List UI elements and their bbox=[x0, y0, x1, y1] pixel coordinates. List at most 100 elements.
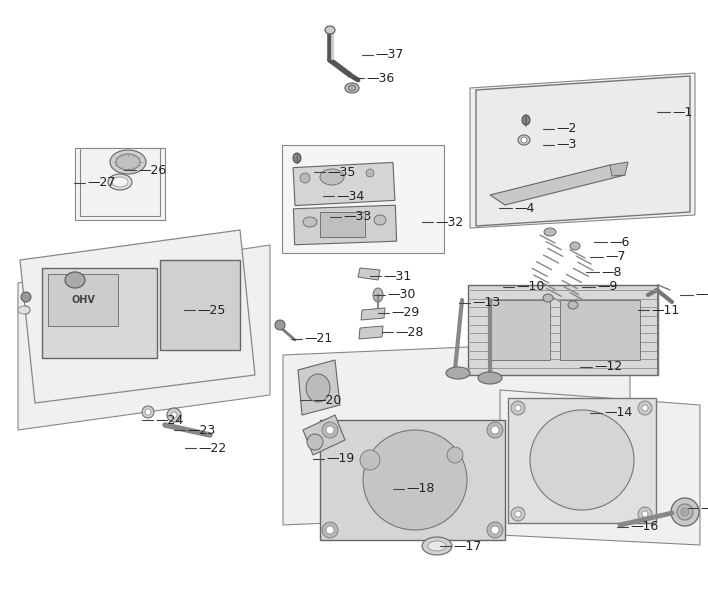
Ellipse shape bbox=[303, 217, 317, 227]
Ellipse shape bbox=[373, 288, 383, 302]
Ellipse shape bbox=[515, 511, 521, 517]
Bar bbox=[508, 398, 656, 523]
Text: —32: —32 bbox=[435, 216, 463, 229]
Ellipse shape bbox=[428, 541, 446, 551]
Ellipse shape bbox=[374, 215, 386, 225]
Bar bbox=[75, 148, 165, 220]
Ellipse shape bbox=[18, 306, 30, 314]
Text: —22: —22 bbox=[198, 441, 227, 454]
Text: —9: —9 bbox=[597, 281, 617, 294]
Polygon shape bbox=[470, 73, 695, 228]
Ellipse shape bbox=[677, 504, 693, 520]
Bar bbox=[48, 274, 118, 326]
Polygon shape bbox=[303, 415, 345, 455]
Bar bbox=[560, 300, 640, 360]
Text: —30: —30 bbox=[387, 289, 416, 302]
Text: —29: —29 bbox=[391, 306, 419, 319]
Text: —11: —11 bbox=[651, 303, 679, 316]
Polygon shape bbox=[490, 165, 625, 205]
Ellipse shape bbox=[363, 430, 467, 530]
Text: —14: —14 bbox=[604, 406, 632, 419]
Polygon shape bbox=[298, 360, 340, 415]
Ellipse shape bbox=[348, 85, 356, 91]
Text: —36: —36 bbox=[366, 72, 394, 85]
Text: —28: —28 bbox=[395, 326, 423, 338]
Ellipse shape bbox=[543, 294, 553, 302]
Ellipse shape bbox=[300, 173, 310, 183]
Ellipse shape bbox=[326, 426, 334, 434]
Ellipse shape bbox=[360, 450, 380, 470]
Ellipse shape bbox=[366, 169, 374, 177]
Ellipse shape bbox=[522, 115, 530, 125]
Ellipse shape bbox=[671, 498, 699, 526]
Ellipse shape bbox=[491, 426, 499, 434]
Text: —6: —6 bbox=[609, 235, 629, 248]
Ellipse shape bbox=[22, 306, 30, 314]
Ellipse shape bbox=[487, 422, 503, 438]
Text: OHV: OHV bbox=[71, 295, 95, 305]
Ellipse shape bbox=[322, 522, 338, 538]
Bar bbox=[468, 285, 658, 375]
Text: —10: —10 bbox=[516, 281, 544, 294]
Polygon shape bbox=[293, 162, 395, 205]
Polygon shape bbox=[358, 268, 380, 280]
Ellipse shape bbox=[487, 522, 503, 538]
Text: —13: —13 bbox=[472, 297, 501, 310]
Polygon shape bbox=[18, 245, 270, 430]
Bar bbox=[490, 300, 550, 360]
Ellipse shape bbox=[65, 272, 85, 288]
Text: —31: —31 bbox=[383, 270, 411, 283]
Text: —19: —19 bbox=[326, 452, 354, 465]
Text: —27: —27 bbox=[87, 177, 115, 189]
Ellipse shape bbox=[116, 154, 140, 170]
Ellipse shape bbox=[544, 228, 556, 236]
Ellipse shape bbox=[515, 405, 521, 411]
Polygon shape bbox=[283, 340, 630, 525]
Ellipse shape bbox=[320, 169, 344, 185]
Polygon shape bbox=[500, 390, 700, 545]
Ellipse shape bbox=[681, 508, 689, 516]
Ellipse shape bbox=[142, 406, 154, 418]
Ellipse shape bbox=[521, 137, 527, 143]
Bar bbox=[80, 148, 160, 216]
Bar bbox=[160, 260, 240, 350]
Ellipse shape bbox=[638, 507, 652, 521]
Ellipse shape bbox=[307, 434, 323, 450]
Ellipse shape bbox=[511, 507, 525, 521]
Text: —3: —3 bbox=[556, 139, 576, 151]
Ellipse shape bbox=[518, 135, 530, 145]
Text: —16: —16 bbox=[630, 520, 658, 533]
Text: —18: —18 bbox=[406, 482, 435, 495]
Polygon shape bbox=[476, 76, 690, 226]
Text: —35: —35 bbox=[327, 166, 355, 178]
Ellipse shape bbox=[145, 409, 151, 415]
Ellipse shape bbox=[108, 174, 132, 190]
Ellipse shape bbox=[568, 301, 578, 309]
Text: —34: —34 bbox=[336, 189, 364, 202]
Text: —21: —21 bbox=[304, 332, 332, 346]
Text: —8: —8 bbox=[601, 265, 622, 278]
Text: —12: —12 bbox=[594, 360, 622, 373]
Text: —20: —20 bbox=[313, 394, 341, 406]
Text: —5: —5 bbox=[695, 289, 708, 302]
Text: —17: —17 bbox=[453, 539, 481, 552]
Bar bbox=[320, 212, 365, 237]
Bar bbox=[42, 268, 157, 358]
Text: —1: —1 bbox=[672, 105, 692, 118]
Ellipse shape bbox=[306, 374, 330, 402]
Ellipse shape bbox=[326, 526, 334, 534]
Ellipse shape bbox=[171, 412, 177, 418]
Ellipse shape bbox=[21, 292, 31, 302]
Ellipse shape bbox=[345, 83, 359, 93]
Ellipse shape bbox=[275, 320, 285, 330]
Ellipse shape bbox=[478, 372, 502, 384]
Polygon shape bbox=[361, 308, 385, 320]
Text: —25: —25 bbox=[197, 303, 225, 316]
Text: —7: —7 bbox=[605, 251, 625, 264]
Polygon shape bbox=[20, 230, 255, 403]
Polygon shape bbox=[610, 162, 628, 176]
Bar bbox=[282, 145, 444, 253]
Ellipse shape bbox=[422, 537, 452, 555]
Ellipse shape bbox=[167, 408, 181, 422]
Text: —26: —26 bbox=[138, 164, 166, 177]
